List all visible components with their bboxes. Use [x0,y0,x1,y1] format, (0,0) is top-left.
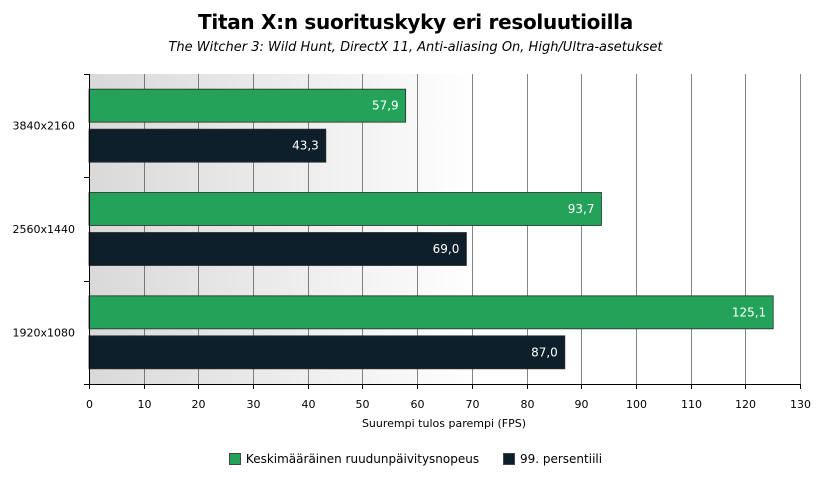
legend-label-percentile: 99. persentiili [519,452,603,466]
x-tick-label: 70 [466,398,480,411]
bar [88,335,566,370]
x-axis-label: Suurempi tulos parempi (FPS) [362,417,526,430]
bar [88,192,602,226]
x-tick-label: 40 [302,398,316,411]
gridlines [144,74,801,384]
x-tick-labels: 0 10 20 30 40 50 60 70 80 90 100 110 120 130 [86,384,811,411]
bar-value-label: 125,1 [732,305,766,319]
y-tick-label: 2560x1440 [13,223,76,236]
x-tick-label: 120 [735,398,756,411]
bar-value-label: 69,0 [433,242,460,256]
legend-label-average: Keskimääräinen ruudunpäivitysnopeus [245,452,480,466]
bar-labels: 57,9 43,3 93,7 69,0 125,1 87,0 [292,99,766,360]
legend-item-average: Keskimääräinen ruudunpäivitysnopeus [228,452,480,466]
x-tick-label: 130 [790,398,811,411]
bar [88,88,407,123]
legend-swatch-average [228,453,241,465]
bar-value-label: 57,9 [372,99,399,113]
bars [88,88,774,370]
x-tick-label: 0 [86,398,93,411]
y-tick-label: 3840x2160 [13,120,76,133]
bar-value-label: 87,0 [531,345,558,359]
bar-value-label: 93,7 [568,202,595,216]
x-tick-label: 60 [411,398,425,411]
bar [88,232,467,266]
legend-swatch-percentile [502,453,515,465]
x-tick-label: 100 [626,398,647,411]
x-tick-label: 20 [192,398,206,411]
legend-item-percentile: 99. persentiili [502,452,603,466]
chart-subtitle: The Witcher 3: Wild Hunt, DirectX 11, An… [168,40,663,55]
x-tick-label: 10 [138,398,152,411]
bar [88,128,327,163]
x-tick-label: 30 [247,398,261,411]
legend: Keskimääräinen ruudunpäivitysnopeus 99. … [0,452,831,468]
plot-area [89,74,800,384]
x-tick-label: 50 [356,398,370,411]
y-tick-labels: 3840x2160 2560x1440 1920x1080 [13,74,89,385]
y-tick-label: 1920x1080 [13,326,76,339]
chart-title: Titan X:n suorituskyky eri resoluutioill… [198,10,633,34]
bar [88,295,774,330]
x-tick-label: 110 [681,398,702,411]
x-tick-label: 80 [521,398,535,411]
bar-value-label: 43,3 [292,139,319,153]
x-tick-label: 90 [575,398,589,411]
axes [89,74,801,385]
